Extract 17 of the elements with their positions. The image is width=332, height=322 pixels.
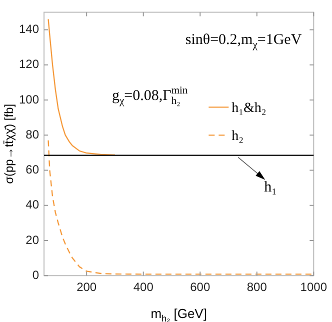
y-axis-title: σ(pp→tt̄χχ̄) [fb] [2,104,16,184]
legend-label: h₁&h₂ [232,101,266,116]
x-tick-label: 200 [76,280,97,294]
y-tick-label: 20 [26,232,40,247]
y-tick-label: 120 [18,57,40,72]
y-tick-label: 40 [26,198,40,212]
y-tick-label: 100 [18,92,40,106]
y-tick-label: 60 [26,162,40,177]
ref-line-label: h₁ [264,179,277,196]
legend-label: h₂ [232,129,244,144]
y-tick-label: 0 [32,268,40,282]
x-tick-label: 600 [190,280,210,294]
x-tick-label: 400 [133,280,154,294]
y-tick-label: 80 [26,127,40,142]
x-tick-label: 800 [246,280,268,294]
y-tick-label: 140 [18,22,40,36]
x-tick-label: 1000 [300,280,328,294]
